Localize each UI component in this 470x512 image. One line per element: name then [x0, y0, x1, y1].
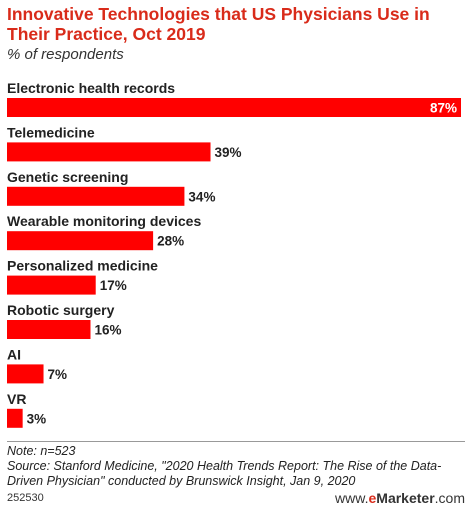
category-label: Genetic screening — [7, 169, 128, 185]
category-label: AI — [7, 346, 21, 362]
footer-divider — [7, 441, 465, 442]
brand-name: Marketer — [376, 490, 435, 506]
brand-suffix: .com — [434, 490, 465, 506]
bar — [7, 98, 461, 117]
category-label: Robotic surgery — [7, 302, 115, 318]
source-text: Source: Stanford Medicine, "2020 Health … — [7, 459, 442, 488]
category-label: Personalized medicine — [7, 258, 158, 274]
value-label: 16% — [94, 323, 121, 338]
bar — [7, 275, 96, 295]
brand-e: e — [368, 490, 377, 506]
brand-prefix: www. — [335, 490, 369, 506]
note-text: Note: n=523 — [7, 444, 76, 458]
category-label: Wearable monitoring devices — [7, 213, 201, 229]
value-label: 39% — [215, 145, 242, 160]
chart-title: Innovative Technologies that US Physicia… — [7, 4, 430, 44]
value-label: 7% — [48, 367, 68, 382]
brand-logo: www.eMarketer.com — [335, 490, 465, 506]
value-label: 34% — [188, 189, 215, 204]
bar-chart: Electronic health records 87% Telemedicine… — [7, 80, 461, 428]
bar — [7, 320, 91, 339]
bar — [7, 231, 154, 251]
value-label: 28% — [157, 234, 184, 249]
category-label: VR — [7, 391, 26, 407]
chart-subtitle: % of respondents — [7, 46, 124, 63]
category-label: Telemedicine — [7, 124, 95, 140]
chart-id: 252530 — [7, 492, 44, 504]
value-label: 3% — [27, 411, 47, 426]
value-label: 17% — [100, 278, 127, 293]
category-label: Electronic health records — [7, 80, 175, 96]
bar — [7, 186, 185, 206]
footer: 252530 www.eMarketer.com — [7, 490, 465, 508]
footnote: Note: n=523 Source: Stanford Medicine, "… — [7, 444, 467, 489]
bar — [7, 364, 44, 384]
bar — [7, 408, 23, 428]
bar — [7, 142, 211, 162]
value-label: 87% — [430, 101, 457, 116]
